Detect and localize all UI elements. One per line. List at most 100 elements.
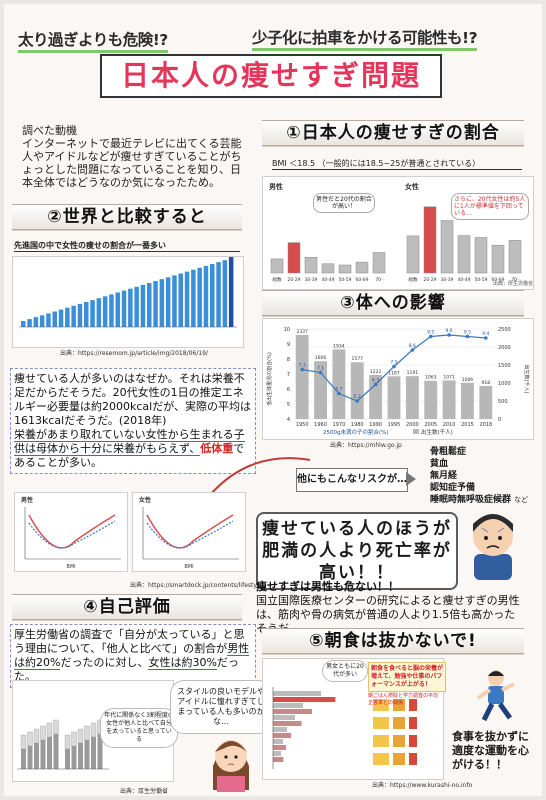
risk-item: 無月経 xyxy=(430,471,458,481)
data-label: 1577 xyxy=(352,356,364,362)
self-eval-chart-note: 年代に関係なく3割程度の女性が他人と比べて自分を太っていると思っている xyxy=(100,708,178,748)
bar xyxy=(33,317,39,327)
self-eval-male: 男性は約20% xyxy=(14,642,250,670)
bar xyxy=(184,271,190,327)
tick-label: 60-69 xyxy=(491,277,504,283)
chart-group-label: 男性 xyxy=(269,182,283,191)
data-label: 6.3 xyxy=(372,378,379,384)
bar xyxy=(33,728,40,744)
motivation-label: 調べた動機 xyxy=(22,124,77,137)
male-note-title: 痩せすぎは男性も危ない！！ xyxy=(256,580,399,593)
bar xyxy=(273,751,281,756)
tick-label: 2000 xyxy=(498,345,511,351)
bar xyxy=(393,699,405,711)
bar xyxy=(350,362,364,419)
bar xyxy=(40,725,46,741)
bar xyxy=(216,262,221,327)
bar xyxy=(97,734,103,769)
bar xyxy=(479,385,493,419)
mortality-chart-male: 男性 BMI xyxy=(14,492,128,572)
page-title: 日本人の痩せすぎ問題 xyxy=(100,54,442,98)
closing-message: 食事を抜かずに適度な運動を心がける！！ xyxy=(452,730,529,771)
data-label: 5.2 xyxy=(354,394,361,400)
birth-chart-panel: 低出生体重児の割合(%) 出生数(千人) 4 5 6 7 8 9 10 0 500 1000 1500 2… xyxy=(262,318,534,440)
data-label: 1063 xyxy=(425,375,437,381)
data-label: 7.5 xyxy=(390,360,397,366)
tick-label: 1960 xyxy=(314,422,327,428)
tick-label: 1950 xyxy=(296,422,309,428)
tick-label: 2018 xyxy=(479,422,492,428)
bar xyxy=(406,235,420,274)
bar xyxy=(71,305,76,327)
data-label: 9.4 xyxy=(482,331,489,337)
data-label: 1191 xyxy=(407,370,419,376)
bar xyxy=(172,275,177,327)
bar xyxy=(424,380,438,419)
data-label: 8.6 xyxy=(409,343,416,349)
bar xyxy=(405,376,419,419)
bar xyxy=(96,298,102,327)
bar xyxy=(77,303,83,327)
data-label: 1222 xyxy=(370,369,382,375)
bar xyxy=(409,735,417,747)
tick-label: 0 xyxy=(498,417,501,423)
tick-label: 1995 xyxy=(388,422,401,428)
bar xyxy=(491,244,505,274)
tick-label: 2005 xyxy=(424,422,437,428)
bar xyxy=(71,731,77,747)
bar xyxy=(228,248,234,327)
bar xyxy=(372,252,386,274)
tick-label: 20-29 xyxy=(287,277,300,283)
point xyxy=(373,382,378,387)
point xyxy=(300,367,304,372)
bar xyxy=(46,313,51,327)
bar xyxy=(77,728,84,744)
self-eval-bubble: スタイルの良いモデルやアイドルに憧れすぎてしまっている人も多いのかな… xyxy=(170,680,272,734)
data-label: 1071 xyxy=(443,374,455,380)
section5-source: 出典：https://www.kurashi-no.info xyxy=(372,782,473,789)
bmi-note: BMI ＜18.5 （一般的には18.5~25が普通とされている） xyxy=(272,158,522,170)
bar xyxy=(355,261,369,274)
chart-title: 男性 xyxy=(21,496,33,504)
data-label: 918 xyxy=(482,380,491,386)
data-label: 1606 xyxy=(315,355,327,361)
section2-subheading: 先進国の中で女性の痩せの割合が一番多い xyxy=(14,240,240,252)
thinness-chart-panel: 男性 総数 20-29 30-39 40-49 50-59 60-69 70- 女性 総数 20-2… xyxy=(262,176,534,290)
point xyxy=(428,334,433,339)
mortality-callout: 痩せている人のほうが肥満の人より死亡率が高い！！ xyxy=(256,512,458,590)
worried-boy-illustration xyxy=(473,514,513,580)
data-label: 7.1 xyxy=(317,366,324,372)
reason-text-2a: 栄養があまり取れていない女性から生まれる子供は母体から十分に栄養がもらえず、 xyxy=(14,428,245,456)
tick-label: 総数 xyxy=(273,276,282,283)
bar xyxy=(115,292,120,327)
bar xyxy=(140,284,146,327)
data-label: 1187 xyxy=(388,370,400,376)
point xyxy=(355,399,360,403)
bar xyxy=(287,242,301,274)
bar xyxy=(393,717,405,729)
tick-label: 40-49 xyxy=(457,277,470,283)
tick-label: 50-59 xyxy=(338,277,351,283)
chart-title: 女性 xyxy=(139,496,151,504)
section3-heading: ③体への影響 xyxy=(262,290,524,316)
series-line xyxy=(28,520,116,549)
series-line xyxy=(146,520,234,549)
x-axis-label: BMI xyxy=(184,564,193,570)
tick-label: 10 xyxy=(284,327,290,333)
world-chart xyxy=(19,248,237,328)
bar xyxy=(442,380,456,419)
point xyxy=(465,334,470,339)
tick-label: 70- xyxy=(511,277,519,283)
bar xyxy=(273,757,284,762)
bar xyxy=(21,749,26,769)
section3-source: 出典：https://mhlw.go.jp xyxy=(330,442,402,449)
bar xyxy=(58,309,64,327)
section2-heading: ②世界と比較すると xyxy=(12,204,242,230)
bar xyxy=(159,279,165,327)
bar xyxy=(147,283,152,327)
reason-text-1: 痩せている人が多いのはなぜか。それは栄養不足だからだそうだ。20代女性の1日の推… xyxy=(14,372,251,427)
bar xyxy=(273,727,287,732)
header-subtitle-right: 少子化に拍車をかける可能性も!? xyxy=(252,26,478,51)
tick-label: 6 xyxy=(287,387,290,393)
self-eval-box: 厚生労働省の調査で「自分が太っている」と思う理由について、「他人と比べて」の割合… xyxy=(10,624,256,688)
